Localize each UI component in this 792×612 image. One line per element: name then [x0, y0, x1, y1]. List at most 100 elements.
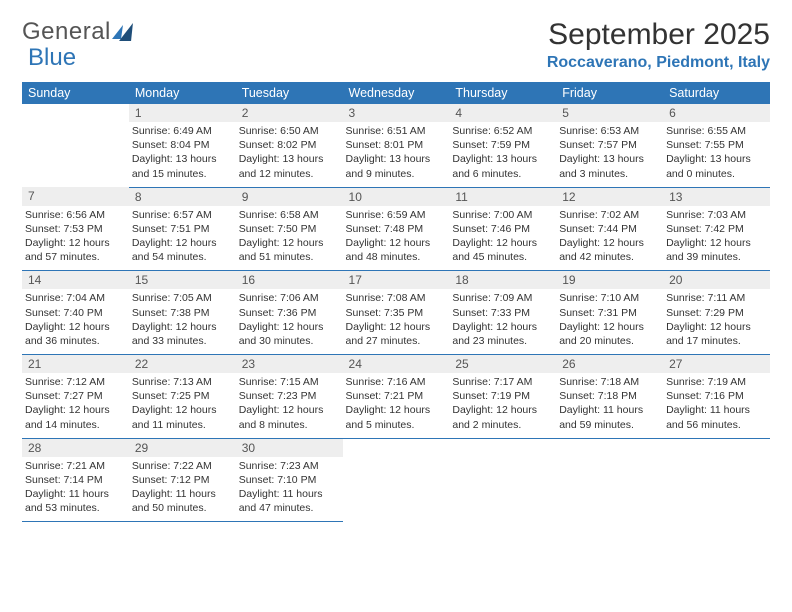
daylight-line: Daylight: 12 hours — [239, 320, 340, 334]
daylight-line: Daylight: 12 hours — [666, 236, 767, 250]
sunrise-line: Sunrise: 7:12 AM — [25, 375, 126, 389]
day-number: 5 — [556, 104, 663, 122]
daylight-line: Daylight: 13 hours — [132, 152, 233, 166]
sunrise-line: Sunrise: 7:23 AM — [239, 459, 340, 473]
sunset-line: Sunset: 7:33 PM — [452, 306, 553, 320]
day-cell: Sunrise: 6:52 AMSunset: 7:59 PMDaylight:… — [449, 122, 556, 187]
sunrise-line: Sunrise: 6:50 AM — [239, 124, 340, 138]
daylight-line: and 11 minutes. — [132, 418, 233, 432]
sunrise-line: Sunrise: 7:11 AM — [666, 291, 767, 305]
day-cell: Sunrise: 7:00 AMSunset: 7:46 PMDaylight:… — [449, 206, 556, 271]
sunrise-line: Sunrise: 7:06 AM — [239, 291, 340, 305]
sunset-line: Sunset: 7:51 PM — [132, 222, 233, 236]
day-cell: Sunrise: 6:50 AMSunset: 8:02 PMDaylight:… — [236, 122, 343, 187]
day-cell: Sunrise: 7:17 AMSunset: 7:19 PMDaylight:… — [449, 373, 556, 438]
sunrise-line: Sunrise: 7:15 AM — [239, 375, 340, 389]
day-number: 11 — [449, 187, 556, 206]
sunset-line: Sunset: 7:19 PM — [452, 389, 553, 403]
sunrise-line: Sunrise: 6:59 AM — [346, 208, 447, 222]
empty-cell — [449, 438, 556, 457]
dow-header: Wednesday — [343, 82, 450, 104]
daylight-line: and 59 minutes. — [559, 418, 660, 432]
daylight-line: Daylight: 12 hours — [452, 236, 553, 250]
dow-header: Thursday — [449, 82, 556, 104]
daylight-line: and 8 minutes. — [239, 418, 340, 432]
daylight-line: and 39 minutes. — [666, 250, 767, 264]
empty-cell — [343, 457, 450, 522]
daylight-line: and 51 minutes. — [239, 250, 340, 264]
day-number: 17 — [343, 271, 450, 290]
day-cell: Sunrise: 6:57 AMSunset: 7:51 PMDaylight:… — [129, 206, 236, 271]
sunrise-line: Sunrise: 7:05 AM — [132, 291, 233, 305]
brand-part2: Blue — [28, 44, 76, 72]
day-cell: Sunrise: 7:08 AMSunset: 7:35 PMDaylight:… — [343, 289, 450, 354]
day-number: 29 — [129, 438, 236, 457]
dow-header: Saturday — [663, 82, 770, 104]
sunrise-line: Sunrise: 7:17 AM — [452, 375, 553, 389]
daylight-line: Daylight: 12 hours — [559, 236, 660, 250]
day-cell: Sunrise: 6:58 AMSunset: 7:50 PMDaylight:… — [236, 206, 343, 271]
day-cell: Sunrise: 7:12 AMSunset: 7:27 PMDaylight:… — [22, 373, 129, 438]
daylight-line: and 23 minutes. — [452, 334, 553, 348]
daylight-line: and 0 minutes. — [666, 167, 767, 181]
day-cell: Sunrise: 7:21 AMSunset: 7:14 PMDaylight:… — [22, 457, 129, 522]
day-number: 2 — [236, 104, 343, 122]
daylight-line: and 48 minutes. — [346, 250, 447, 264]
sunset-line: Sunset: 8:01 PM — [346, 138, 447, 152]
daylight-line: Daylight: 12 hours — [452, 403, 553, 417]
daylight-line: Daylight: 11 hours — [559, 403, 660, 417]
sunset-line: Sunset: 7:23 PM — [239, 389, 340, 403]
empty-cell — [556, 457, 663, 522]
day-cell: Sunrise: 7:22 AMSunset: 7:12 PMDaylight:… — [129, 457, 236, 522]
sunrise-line: Sunrise: 7:04 AM — [25, 291, 126, 305]
day-cell: Sunrise: 7:09 AMSunset: 7:33 PMDaylight:… — [449, 289, 556, 354]
daylight-line: and 6 minutes. — [452, 167, 553, 181]
day-number: 10 — [343, 187, 450, 206]
sunset-line: Sunset: 7:21 PM — [346, 389, 447, 403]
daylight-line: Daylight: 12 hours — [132, 403, 233, 417]
sunset-line: Sunset: 7:27 PM — [25, 389, 126, 403]
sunrise-line: Sunrise: 7:22 AM — [132, 459, 233, 473]
sunrise-line: Sunrise: 6:53 AM — [559, 124, 660, 138]
dow-header: Monday — [129, 82, 236, 104]
day-cell: Sunrise: 6:49 AMSunset: 8:04 PMDaylight:… — [129, 122, 236, 187]
day-number: 22 — [129, 355, 236, 374]
daylight-line: Daylight: 11 hours — [25, 487, 126, 501]
sunrise-line: Sunrise: 6:51 AM — [346, 124, 447, 138]
sunrise-line: Sunrise: 7:19 AM — [666, 375, 767, 389]
day-number: 6 — [663, 104, 770, 122]
daylight-line: Daylight: 13 hours — [346, 152, 447, 166]
brand-part1: General — [22, 18, 111, 46]
day-cell: Sunrise: 7:23 AMSunset: 7:10 PMDaylight:… — [236, 457, 343, 522]
empty-cell — [22, 104, 129, 122]
day-number: 12 — [556, 187, 663, 206]
sunrise-line: Sunrise: 7:21 AM — [25, 459, 126, 473]
calendar-table: SundayMondayTuesdayWednesdayThursdayFrid… — [22, 82, 770, 522]
day-number: 19 — [556, 271, 663, 290]
empty-cell — [663, 457, 770, 522]
day-number: 9 — [236, 187, 343, 206]
sunset-line: Sunset: 7:55 PM — [666, 138, 767, 152]
daylight-line: Daylight: 13 hours — [452, 152, 553, 166]
day-number: 8 — [129, 187, 236, 206]
day-cell: Sunrise: 7:06 AMSunset: 7:36 PMDaylight:… — [236, 289, 343, 354]
day-number: 3 — [343, 104, 450, 122]
sunrise-line: Sunrise: 7:08 AM — [346, 291, 447, 305]
sunrise-line: Sunrise: 7:16 AM — [346, 375, 447, 389]
daylight-line: Daylight: 12 hours — [559, 320, 660, 334]
sunset-line: Sunset: 7:48 PM — [346, 222, 447, 236]
sunset-line: Sunset: 7:25 PM — [132, 389, 233, 403]
day-number: 4 — [449, 104, 556, 122]
sunrise-line: Sunrise: 7:10 AM — [559, 291, 660, 305]
daylight-line: and 17 minutes. — [666, 334, 767, 348]
day-number: 28 — [22, 438, 129, 457]
empty-cell — [449, 457, 556, 522]
daylight-line: and 54 minutes. — [132, 250, 233, 264]
day-cell: Sunrise: 7:10 AMSunset: 7:31 PMDaylight:… — [556, 289, 663, 354]
daylight-line: and 57 minutes. — [25, 250, 126, 264]
sunrise-line: Sunrise: 6:52 AM — [452, 124, 553, 138]
sunset-line: Sunset: 7:40 PM — [25, 306, 126, 320]
day-cell: Sunrise: 6:55 AMSunset: 7:55 PMDaylight:… — [663, 122, 770, 187]
empty-cell — [556, 438, 663, 457]
sunrise-line: Sunrise: 6:49 AM — [132, 124, 233, 138]
